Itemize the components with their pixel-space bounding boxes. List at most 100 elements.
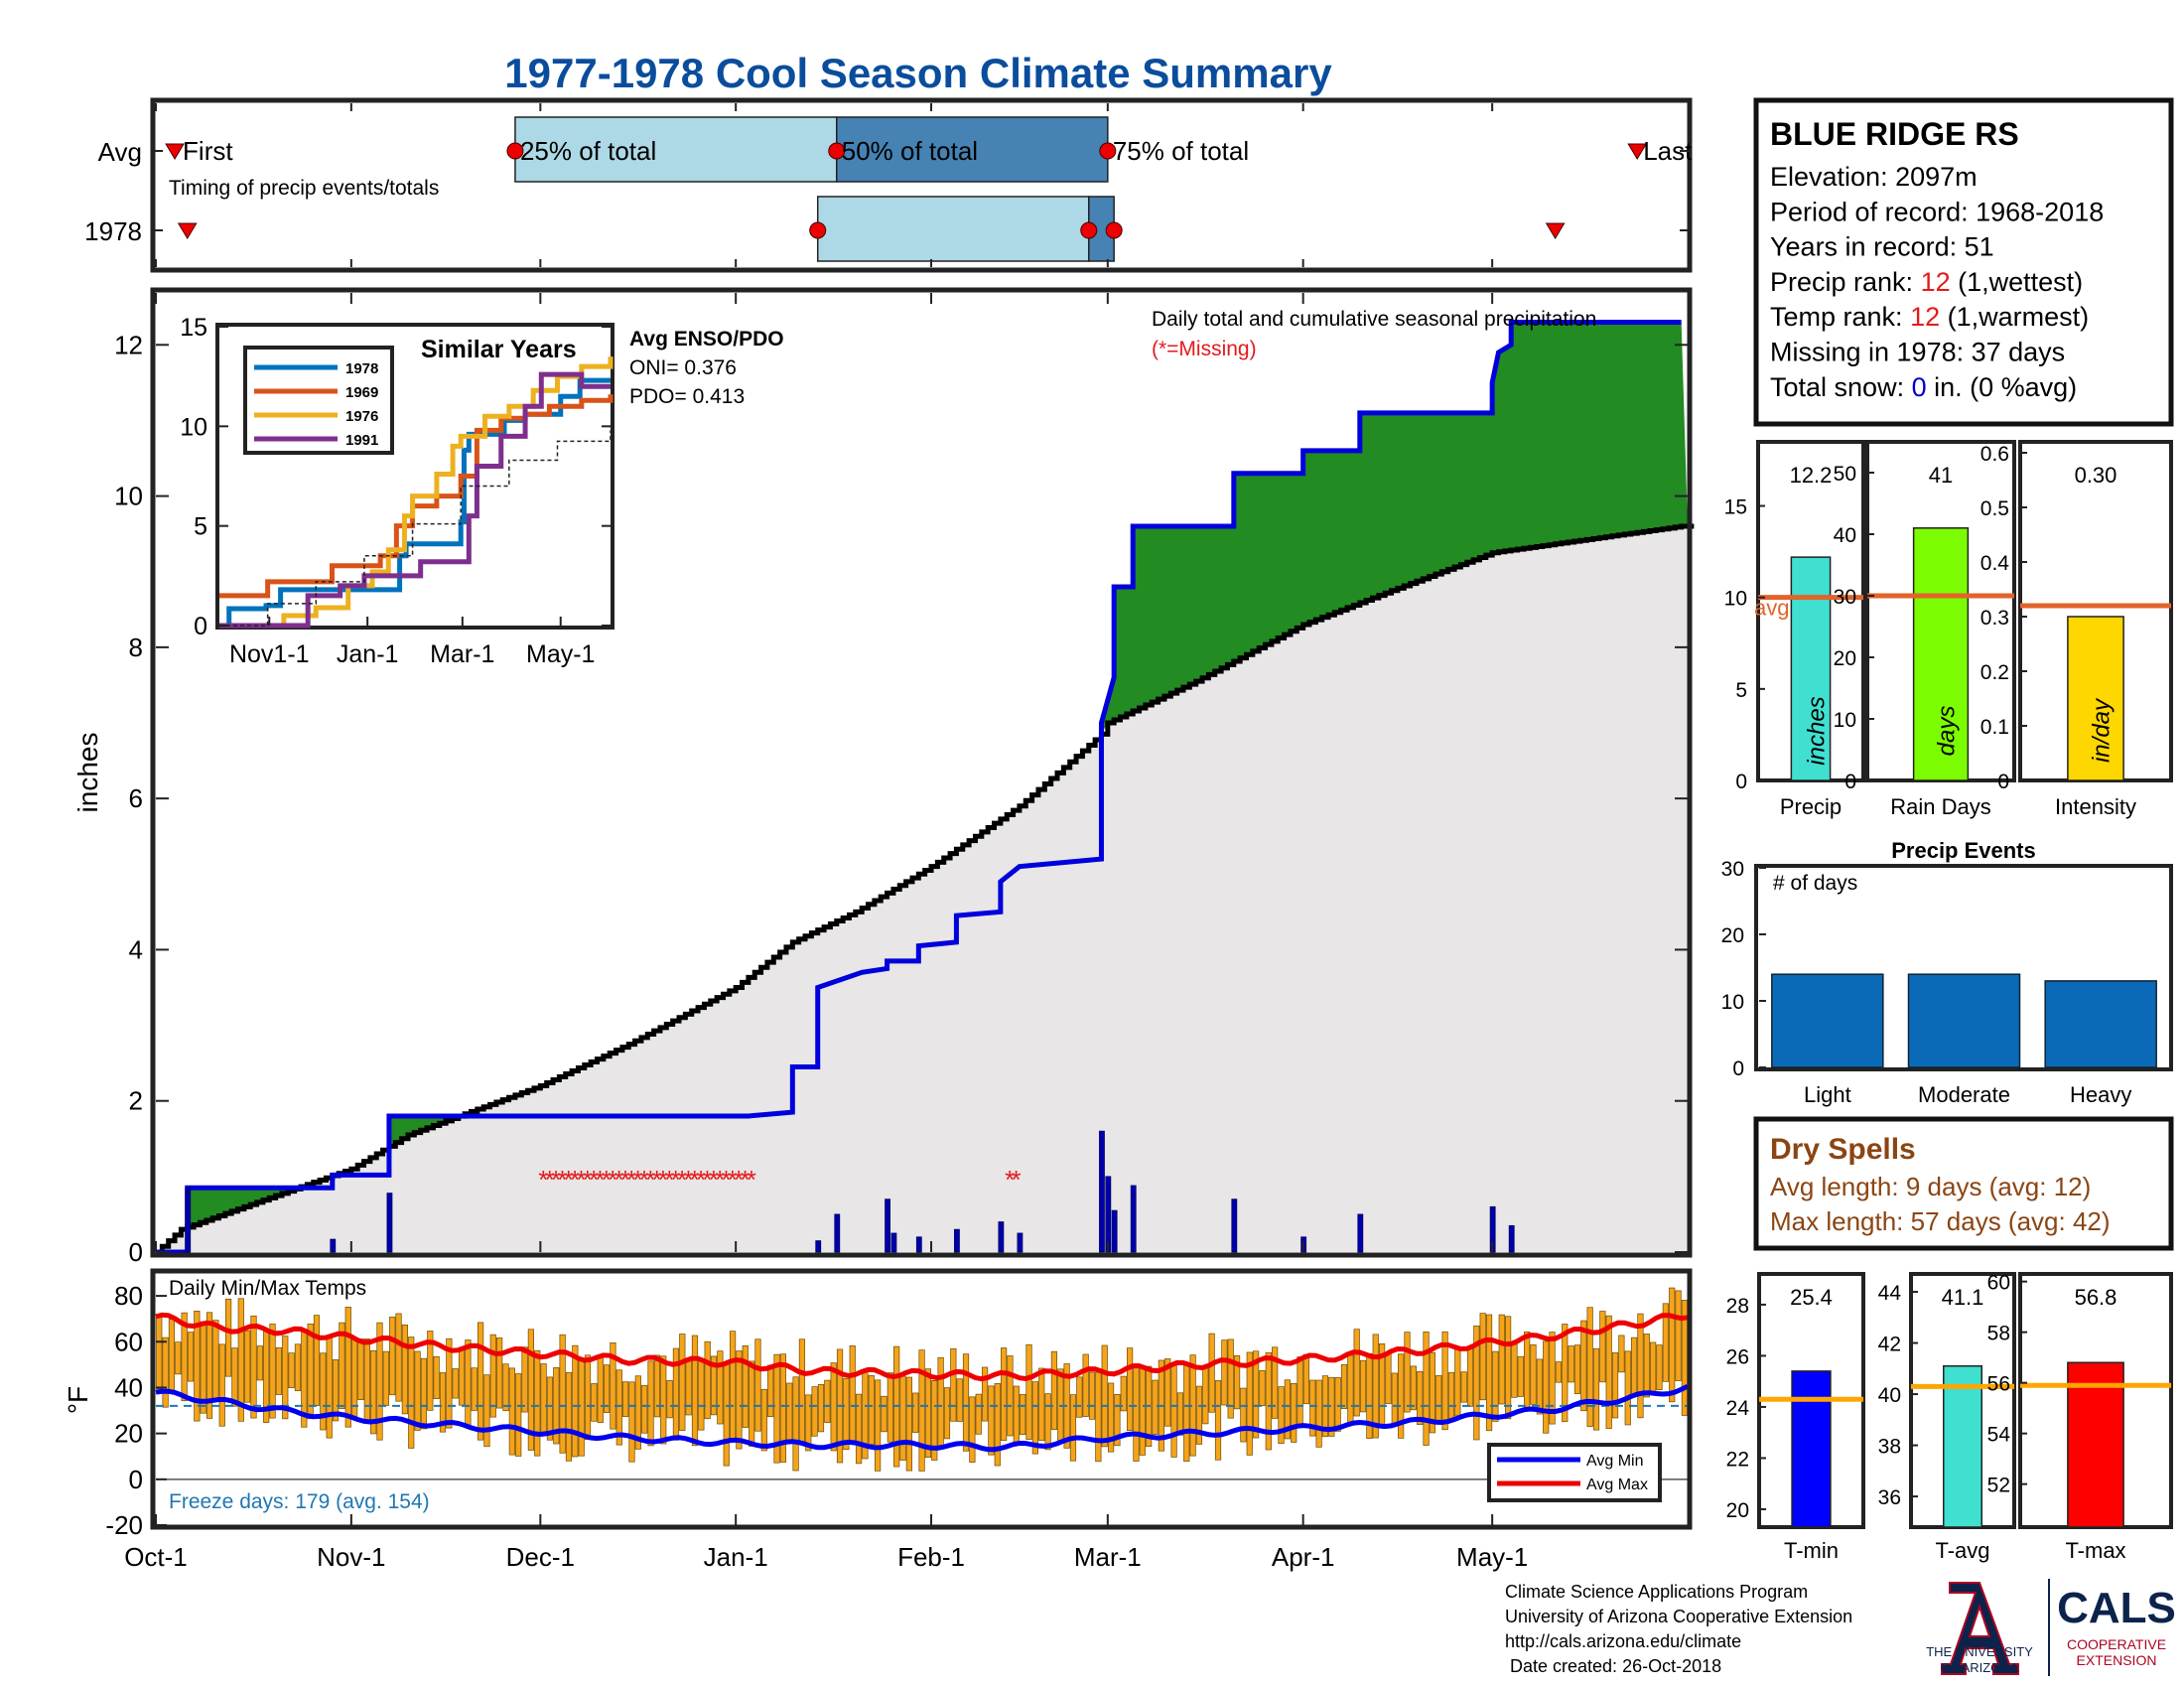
inset-plot: 0 5 10 15 Nov1-1 Jan-1 Mar-1 May-1 [180,314,614,668]
average-cumulative-line [156,523,1695,1255]
daily-temp-range-bar [1429,1351,1436,1434]
daily-temp-range-bar [1195,1385,1203,1445]
daily-temp-range-bar [320,1352,327,1431]
daily-temp-range-bar [855,1393,863,1465]
temp-summary-y-tick-label: 42 [1878,1334,1901,1356]
daily-temp-range-bar [1460,1371,1467,1403]
station-lines: Elevation: 2097m Period of record: 1968-2… [1770,162,2104,402]
summary-y-tick-label: 50 [1834,463,1856,486]
x-tick-label: Feb-1 [897,1542,965,1572]
daily-temp-range-bar [515,1373,522,1457]
daily-temp-range-bar [1669,1287,1676,1403]
station-line: Elevation: 2097m [1770,162,1978,192]
daily-temp-range-bar [408,1336,415,1449]
daily-temp-range-bar [1183,1364,1190,1463]
temp-summary-y-tick-label: 22 [1726,1448,1749,1471]
daily-temp-range-bar [212,1320,219,1402]
daily-precip-bar [815,1240,822,1253]
precip-events-panel: Precip Events # of days Light Moderate Hea… [1721,838,2173,1107]
summary-y-tick-label: 40 [1834,524,1856,547]
daily-temp-range-bar [1007,1355,1014,1437]
daily-temp-range-bar [603,1364,611,1413]
daily-temp-range-bar [496,1337,503,1409]
daily-temp-range-bar [1025,1343,1032,1440]
summary-y-tick-label: 0.5 [1980,497,2009,520]
daily-temp-range-bar [344,1306,351,1428]
daily-temp-range-bar [918,1349,925,1472]
logo-cals: CALS [2057,1584,2176,1632]
daily-temp-range-bar [943,1387,951,1440]
inset-x-tick-label: Mar-1 [430,640,494,668]
daily-temp-range-bar [792,1376,799,1472]
temp-summary-y-tick-label: 24 [1726,1397,1750,1420]
precip-y-tick-label: 4 [129,934,143,964]
missing-day-marker: * [557,1165,567,1195]
temp-summary-bars: 25.4 T-min 20 22 24 26 28 41.1 T-avg 36 38 40 42 44 56… [1726,1272,2173,1563]
temp-summary-value-label: 25.4 [1790,1285,1833,1310]
daily-temp-range-bar [924,1368,932,1459]
daily-temp-range-bar [508,1367,515,1456]
timing-percentile-marker [1105,221,1123,239]
temps-y-axis-label: °F [63,1386,93,1414]
daily-temp-range-bar [679,1334,686,1432]
daily-temp-range-bar [1592,1347,1600,1431]
dry-spells-frame [1753,1116,2174,1251]
events-bars: Light Moderate Heavy 0 10 20 30 [1721,858,2157,1107]
daily-temp-range-bar [1152,1379,1159,1435]
daily-temp-range-bar [817,1383,825,1433]
missing-day-marker: * [545,1165,555,1195]
timing-percentile-marker [506,142,524,160]
inset-x-tick-label: Jan-1 [337,640,399,668]
missing-day-marker: * [614,1165,623,1195]
daily-temp-range-bar [1309,1379,1316,1437]
daily-temp-range-bar [244,1330,251,1403]
station-name: BLUE RIDGE RS [1770,116,2019,152]
temp-summary-y-tick-label: 58 [1987,1323,2010,1345]
temp-summary-y-tick-label: 36 [1878,1486,1901,1509]
daily-temp-range-bar [502,1363,509,1412]
timing-p50-label: 50% of total [842,136,978,166]
summary-y-tick-label: 15 [1724,496,1747,519]
events-y-label: # of days [1773,872,1857,895]
daily-temp-range-bar [1208,1333,1215,1413]
daily-temp-range-bar [1423,1332,1430,1446]
daily-temp-range-bar [1107,1382,1115,1453]
observed-cumulative-line [156,319,1682,1255]
daily-temp-range-bar [1127,1347,1134,1432]
summary-y-tick-label: 0.2 [1980,661,2009,684]
daily-temp-range-bar [1650,1341,1657,1396]
dry-spells-title: Dry Spells [1770,1133,1916,1166]
timing-first-last-marker [165,143,185,160]
daily-temp-range-bar [887,1372,893,1443]
temp-summary-value-label: 41.1 [1942,1285,1984,1310]
daily-temp-range-bar [1334,1377,1341,1432]
summary-y-tick-label: 30 [1834,586,1856,609]
daily-temp-range-bar [370,1349,377,1435]
inset-y-tick-label: 15 [180,314,207,342]
missing-day-marker: * [602,1165,612,1195]
missing-day-marker: * [696,1165,706,1195]
temps-y-tick-label: 0 [129,1465,143,1494]
daily-temp-range-bar [723,1362,730,1467]
summary-bar [1912,527,1970,781]
inset-legend-label: 1976 [345,408,378,425]
temps-plot: -20 0 20 40 60 80 [105,1281,1690,1540]
daily-temp-range-bar [1133,1363,1140,1462]
temp-summary-bar [2067,1361,2124,1528]
daily-temp-range-bar [786,1382,793,1444]
daily-temp-range-bar [1020,1394,1026,1436]
summary-bars: avg 12.2 Precip inches 0 5 10 15 41 Rain Days days… [1724,440,2173,819]
daily-temp-range-bar [420,1357,428,1430]
summary-category-label: Precip [1780,794,1842,819]
timing-panel: Avg 1978 Timing of precip events/totals … [84,97,1693,273]
summary-y-tick-label: 10 [1834,709,1856,732]
daily-temp-range-bar [1050,1350,1058,1431]
daily-temp-range-bar [912,1392,919,1433]
daily-temp-range-bar [181,1312,188,1402]
daily-temp-range-bar [175,1341,182,1375]
daily-temp-range-bar [1101,1344,1108,1448]
station-info-panel: BLUE RIDGE RS Elevation: 2097m Period of … [1753,97,2174,427]
daily-temp-range-bar [805,1394,812,1452]
inset-legend: 1978 1969 1976 1991 [243,346,394,455]
daily-precip-bar [1130,1185,1137,1253]
